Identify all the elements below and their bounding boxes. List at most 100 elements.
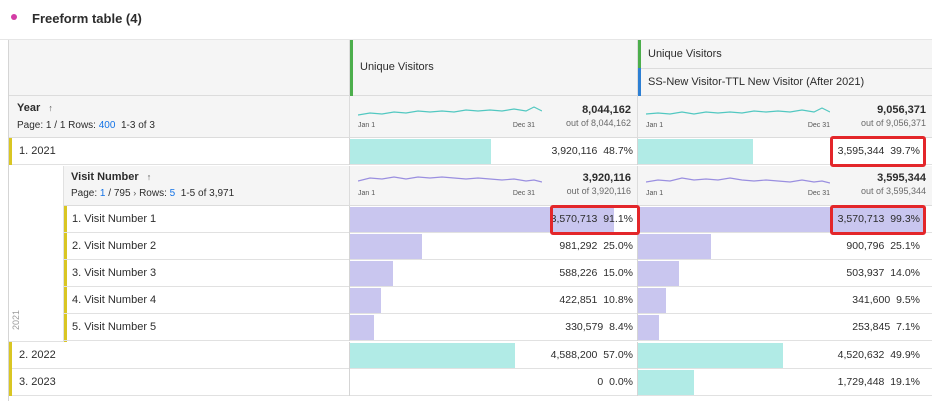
row-accent-bar xyxy=(9,342,12,369)
cell-value: 0 0.0% xyxy=(597,376,633,388)
row-label-cell: 5. Visit Number 5 xyxy=(64,314,350,341)
pagination: Page: 1 / 1 Rows: 400 1-3 of 3 xyxy=(17,120,155,131)
rows-value[interactable]: 5 xyxy=(169,188,176,199)
cell-value: 4,520,632 49.9% xyxy=(837,349,920,361)
page-label: Page: xyxy=(71,188,98,199)
cell-value: 4,588,200 57.0% xyxy=(550,349,633,361)
page-value[interactable]: 1 / 1 xyxy=(45,120,66,131)
nested-column-total: Jan 1 Dec 31 3,920,116 out of 3,920,116 xyxy=(350,166,638,206)
bar-fill xyxy=(350,139,491,164)
table-row-visit-5[interactable]: 5. Visit Number 5 330,579 8.4% 253,845 7… xyxy=(64,314,932,341)
nested-breakdown-gutter xyxy=(9,166,64,342)
table-row-visit-2[interactable]: 2. Visit Number 2 981,292 25.0% 900,796 … xyxy=(64,233,932,260)
segment-label[interactable]: SS-New Visitor-TTL New Visitor (After 20… xyxy=(648,76,865,88)
rows-value[interactable]: 400 xyxy=(98,120,116,131)
row-label-cell: 1. 2021 xyxy=(9,138,350,165)
column-total: Jan 1 Dec 31 9,056,371 out of 9,056,371 xyxy=(638,96,932,138)
metric-cell: 341,600 9.5% xyxy=(638,287,932,314)
metric-cell: 503,937 14.0% xyxy=(638,260,932,287)
header-divider xyxy=(641,68,932,69)
total-out-of: out of 3,595,344 xyxy=(860,186,926,196)
nested-column-total: Jan 1 Dec 31 3,595,344 out of 3,595,344 xyxy=(638,166,932,206)
row-label-cell: 2. Visit Number 2 xyxy=(64,233,350,260)
next-page-icon[interactable]: › xyxy=(133,188,137,198)
column-header-unique-visitors[interactable]: Unique Visitors xyxy=(350,40,638,96)
cell-value: 900,796 25.1% xyxy=(846,240,920,252)
metric-cell: 3,570,713 91.1% xyxy=(350,206,638,233)
year-dimension-header: Year ↑ Page: 1 / 1 Rows: 400 1-3 of 3 xyxy=(9,96,350,138)
highlight-box xyxy=(830,136,926,167)
table-row-2022[interactable]: 2. 2022 4,588,200 57.0% 4,520,632 49.9% xyxy=(9,342,932,369)
highlight-box xyxy=(550,205,640,235)
column-metric-label: Unique Visitors xyxy=(648,48,722,60)
metric-cell: 253,845 7.1% xyxy=(638,314,932,341)
sparkline xyxy=(646,177,830,184)
total-value: 3,920,116 xyxy=(582,172,631,184)
table-row-visit-3[interactable]: 3. Visit Number 3 588,226 15.0% 503,937 … xyxy=(64,260,932,287)
table-row-2023[interactable]: 3. 2023 0 0.0% 1,729,448 19.1% xyxy=(9,369,932,396)
metric-cell: 588,226 15.0% xyxy=(350,260,638,287)
metric-cell: 3,570,713 99.3% xyxy=(638,206,932,233)
dimension-title[interactable]: Year ↑ xyxy=(17,102,53,114)
table-row-2021[interactable]: 1. 2021 3,920,116 48.7% 3,595,344 39.7% xyxy=(9,138,932,165)
row-label-cell: 1. Visit Number 1 xyxy=(64,206,350,233)
row-range: 1-5 of 3,971 xyxy=(180,188,235,199)
sort-arrow-icon[interactable]: ↑ xyxy=(43,103,53,113)
row-label[interactable]: 2. 2022 xyxy=(19,349,56,361)
panel-title[interactable]: Freeform table (4) xyxy=(32,11,142,26)
metric-cell: 981,292 25.0% xyxy=(350,233,638,260)
sparkline-end: Dec 31 xyxy=(512,190,535,197)
total-out-of: out of 3,920,116 xyxy=(566,186,631,196)
cell-value: 588,226 15.0% xyxy=(559,267,633,279)
sparkline-start: Jan 1 xyxy=(358,122,376,129)
metric-cell: 4,588,200 57.0% xyxy=(350,342,638,369)
bar-fill xyxy=(350,343,515,368)
metric-cell: 900,796 25.1% xyxy=(638,233,932,260)
column-total: Jan 1 Dec 31 8,044,162 out of 8,044,162 xyxy=(350,96,638,138)
table-row-visit-1[interactable]: 1. Visit Number 1 3,570,713 91.1% 3,570,… xyxy=(64,206,932,233)
row-label[interactable]: 3. Visit Number 3 xyxy=(72,267,157,279)
page-value[interactable]: 1 xyxy=(99,188,106,199)
total-out-of: out of 8,044,162 xyxy=(565,118,631,128)
page-label: Page: xyxy=(17,120,44,131)
cell-value: 3,570,713 99.3% xyxy=(837,213,920,225)
cell-value: 981,292 25.0% xyxy=(559,240,633,252)
row-label[interactable]: 1. Visit Number 1 xyxy=(72,213,157,225)
row-label[interactable]: 5. Visit Number 5 xyxy=(72,321,157,333)
sparkline xyxy=(646,107,830,115)
row-label-cell: 3. Visit Number 3 xyxy=(64,260,350,287)
column-header-segment[interactable]: Unique Visitors SS-New Visitor-TTL New V… xyxy=(638,40,932,96)
cell-value: 3,595,344 39.7% xyxy=(837,145,920,157)
highlight-box xyxy=(830,205,926,235)
row-accent-bar xyxy=(9,369,12,396)
row-label[interactable]: 2. Visit Number 2 xyxy=(72,240,157,252)
metric-cell: 422,851 10.8% xyxy=(350,287,638,314)
visit-number-dimension-header: Visit Number ↑ Page: 1 / 795 › Rows: 5 1… xyxy=(64,166,350,206)
bar-fill xyxy=(638,234,711,259)
bar-fill xyxy=(350,207,614,232)
table-row-visit-4[interactable]: 4. Visit Number 4 422,851 10.8% 341,600 … xyxy=(64,287,932,314)
sort-arrow-icon[interactable]: ↑ xyxy=(141,172,152,182)
row-label-cell: 3. 2023 xyxy=(9,369,350,396)
sparkline xyxy=(358,176,542,183)
dimension-title[interactable]: Visit Number ↑ xyxy=(71,171,151,183)
total-value: 3,595,344 xyxy=(877,172,926,184)
cell-value: 3,570,713 91.1% xyxy=(550,213,633,225)
cell-value: 1,729,448 19.1% xyxy=(837,376,920,388)
dimension-column-header xyxy=(9,40,350,96)
bar-fill xyxy=(638,315,659,340)
row-label[interactable]: 4. Visit Number 4 xyxy=(72,294,157,306)
metric-cell: 330,579 8.4% xyxy=(350,314,638,341)
segment-color-bar xyxy=(638,68,641,96)
cell-value: 253,845 7.1% xyxy=(852,321,920,333)
row-label[interactable]: 3. 2023 xyxy=(19,376,56,388)
metric-cell: 3,595,344 39.7% xyxy=(638,138,932,165)
row-range: 1-3 of 3 xyxy=(121,120,155,131)
pagination: Page: 1 / 795 › Rows: 5 1-5 of 3,971 xyxy=(71,188,234,199)
row-label[interactable]: 1. 2021 xyxy=(19,145,56,157)
row-accent-bar xyxy=(9,138,12,165)
bar-fill xyxy=(638,261,679,286)
bar-fill xyxy=(638,343,783,368)
metric-cell: 1,729,448 19.1% xyxy=(638,369,932,396)
dimension-title-text: Year xyxy=(17,102,41,114)
